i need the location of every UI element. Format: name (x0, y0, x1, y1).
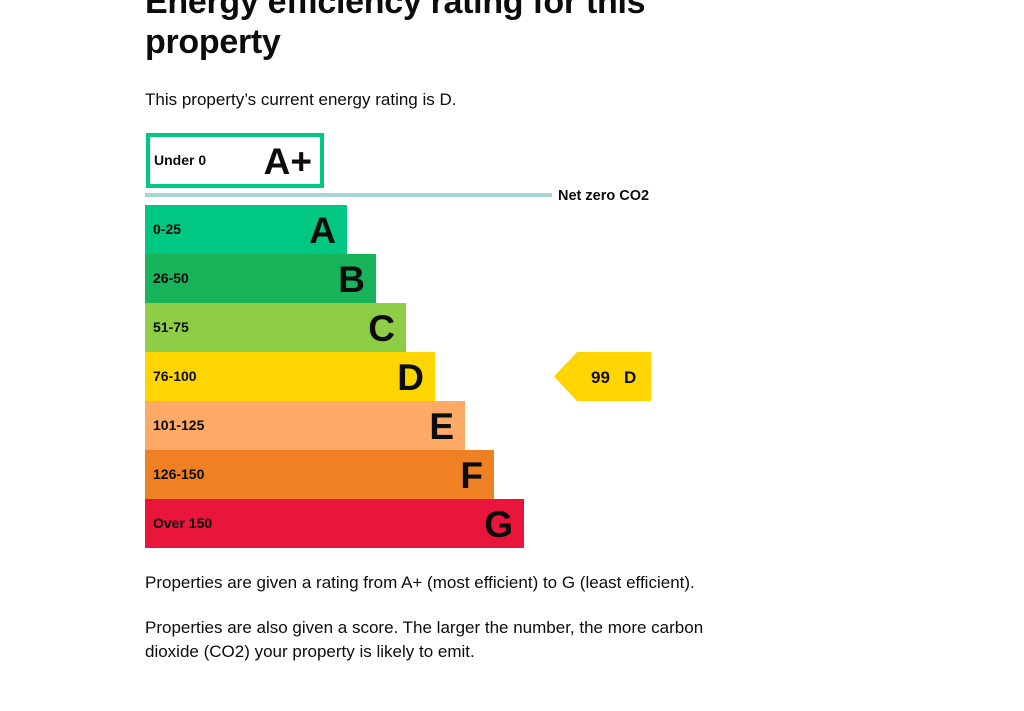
band-a-plus-range: Under 0 (154, 152, 206, 168)
page-title: Energy efficiency rating for this proper… (145, 0, 646, 61)
band-c-bar (145, 303, 406, 352)
band-f-letter: F (460, 455, 483, 496)
current-score: 99 (591, 368, 610, 387)
band-e-range: 101-125 (153, 417, 205, 433)
score-explanation-note: Properties are also given a score. The l… (145, 618, 704, 661)
band-a-range: 0-25 (153, 221, 181, 237)
current-rating-intro: This property’s current energy rating is… (145, 90, 457, 109)
band-b-letter: B (338, 259, 365, 300)
band-b-bar (145, 254, 376, 303)
band-b-range: 26-50 (153, 270, 189, 286)
band-c-letter: C (368, 308, 395, 349)
band-f-bar (145, 450, 494, 499)
band-d-range: 76-100 (153, 368, 197, 384)
band-a-plus-letter: A+ (264, 141, 312, 182)
net-zero-label: Net zero CO2 (558, 188, 649, 204)
band-g-bar (145, 499, 524, 548)
band-d-letter: D (397, 357, 424, 398)
rating-scale-note: Properties are given a rating from A+ (m… (145, 573, 695, 592)
band-a-plus-box (146, 133, 324, 188)
band-g-range: Over 150 (153, 515, 212, 531)
band-a-bar (145, 205, 347, 254)
band-f-range: 126-150 (153, 466, 205, 482)
band-d-bar (145, 352, 435, 401)
current-rating-letter: D (624, 368, 636, 387)
current-rating-arrow (554, 352, 651, 401)
band-c-range: 51-75 (153, 319, 189, 335)
band-a-letter: A (309, 210, 336, 251)
band-g-letter: G (484, 504, 513, 545)
band-e-bar (145, 401, 465, 450)
band-e-letter: E (429, 406, 454, 447)
